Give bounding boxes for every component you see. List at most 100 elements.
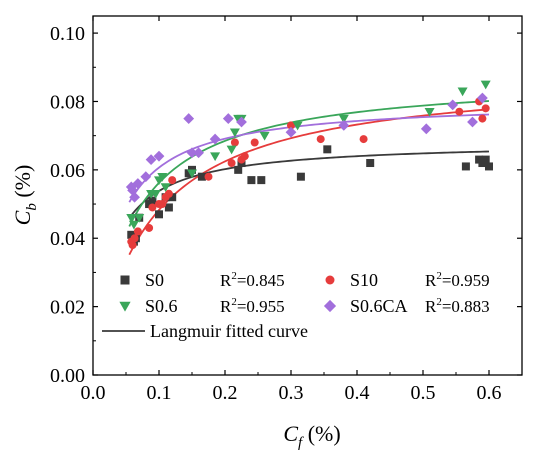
data-point-s0 [197, 172, 206, 181]
data-point-s0-6ca [447, 99, 459, 111]
x-tick-label: 0.2 [213, 382, 238, 404]
legend-fit-label: Langmuir fitted curve [150, 321, 308, 341]
data-point-s0 [127, 230, 136, 239]
langmuir-fit-curves [128, 100, 490, 256]
data-point-s10 [478, 114, 487, 123]
fit-curve-s0-6 [128, 100, 490, 227]
y-axis-label: Cb (%) [10, 165, 40, 226]
x-axis-label: Cf (%) [283, 421, 340, 451]
data-point-s0-6 [160, 183, 171, 192]
data-point-s10 [130, 234, 139, 243]
data-point-s0-6ca [186, 147, 198, 159]
data-point-s0 [481, 155, 490, 164]
x-axis-label-sub: f [298, 435, 304, 451]
legend-r2-s0-6: R2=0.955 [220, 296, 285, 316]
data-point-s0-6 [292, 121, 303, 131]
x-tick-label: 0.0 [81, 382, 106, 404]
y-tick-labels: 0.00 0.02 0.04 0.06 0.08 0.10 [50, 23, 85, 387]
data-point-s0-6 [187, 169, 197, 179]
legend-marker-s0 [120, 275, 130, 285]
y-axis-label-suffix: (%) [10, 165, 35, 203]
data-point-s0-6 [424, 107, 435, 117]
data-point-s0-6ca [129, 191, 140, 203]
legend-marker-s0-6ca [323, 299, 337, 313]
data-point-s10 [316, 135, 325, 144]
data-point-s0-6ca [209, 133, 221, 145]
data-point-s10 [287, 121, 295, 130]
data-point-s10 [204, 172, 213, 181]
data-point-s0 [257, 176, 266, 185]
x-axis-label-main: C [283, 421, 298, 446]
legend-r2-s0: R2=0.845 [220, 270, 285, 290]
data-point-s0-6ca [145, 154, 157, 165]
data-point-s0 [168, 193, 177, 202]
plot-frame [92, 15, 523, 376]
data-point-s0-6ca [222, 113, 234, 124]
data-point-s0-6ca [285, 126, 297, 138]
legend-marker-s10 [325, 275, 335, 285]
data-point-s10 [227, 159, 236, 168]
data-point-s10 [145, 223, 154, 232]
x-tick-label: 0.3 [279, 382, 304, 404]
data-point-s0-6ca [183, 113, 195, 124]
data-point-s0-6ca [467, 116, 478, 128]
y-tick-label: 0.04 [50, 228, 85, 250]
data-point-s0 [164, 203, 173, 212]
legend-label-s0-6: S0.6 [145, 296, 178, 316]
x-axis-label-suffix: (%) [302, 421, 340, 446]
data-point-s0-6 [229, 128, 240, 138]
legend-marker-s0-6 [119, 301, 131, 312]
x-tick-label: 0.1 [147, 382, 172, 404]
data-point-s0 [296, 172, 305, 181]
data-point-s10 [164, 189, 173, 198]
data-point-s0-6ca [132, 178, 144, 189]
data-point-s0-6 [128, 220, 139, 230]
data-point-s0-6 [134, 213, 145, 223]
data-point-s10 [455, 107, 464, 116]
y-tick-label: 0.00 [50, 365, 85, 387]
x-tick-label: 0.6 [477, 382, 502, 404]
legend-label-s10: S10 [350, 270, 378, 290]
data-point-s10 [481, 104, 490, 113]
y-tick-label: 0.06 [50, 160, 85, 182]
legend-label-s0: S0 [145, 270, 164, 290]
data-point-s0-6 [210, 152, 221, 162]
data-point-s10 [148, 203, 157, 212]
data-point-s0-6ca [338, 120, 350, 131]
data-point-s0-6 [150, 190, 161, 199]
data-point-s0-6 [259, 131, 270, 141]
data-point-s0 [247, 176, 256, 185]
y-tick-label: 0.10 [50, 23, 85, 45]
data-point-s10 [240, 152, 249, 161]
data-point-s0-6ca [193, 147, 204, 159]
data-point-s0-6 [480, 80, 491, 90]
data-point-s0-6ca [153, 150, 165, 162]
y-tick-label: 0.08 [50, 91, 85, 113]
x-tick-label: 0.4 [345, 382, 370, 404]
data-point-s0-6 [457, 87, 468, 97]
y-tick-label: 0.02 [50, 297, 85, 319]
fit-curve-s0 [128, 150, 490, 219]
data-point-s10 [250, 138, 259, 147]
data-point-s0-6ca [236, 116, 247, 128]
data-point-s0 [485, 162, 493, 171]
legend-r2-s0-6ca: R2=0.883 [425, 296, 490, 316]
legend-r2-s10: R2=0.959 [425, 270, 490, 290]
data-point-s0 [323, 145, 332, 154]
data-point-s0-6ca [140, 171, 152, 183]
data-point-s0-6 [338, 114, 349, 124]
data-point-s0 [461, 162, 470, 171]
data-point-s10 [168, 176, 177, 185]
data-point-s0-6ca [477, 92, 488, 104]
data-point-s0 [148, 196, 157, 205]
legend: S0 R2=0.845 S10 R2=0.959 S0.6 R2=0.955 S0.6CA R… [102, 270, 490, 341]
data-point-s0-6 [126, 213, 137, 223]
fit-curve-s10 [128, 108, 490, 256]
data-points [125, 80, 493, 250]
legend-label-s0-6ca: S0.6CA [350, 296, 408, 316]
data-point-s10 [359, 135, 368, 144]
x-tick-label: 0.5 [411, 382, 436, 404]
data-point-s10 [128, 241, 137, 250]
data-point-s0-6 [226, 145, 237, 155]
